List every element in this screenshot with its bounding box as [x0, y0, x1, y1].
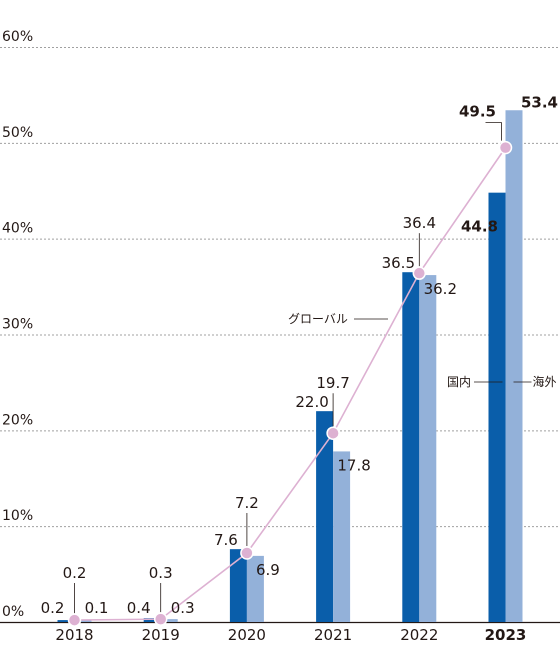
domestic-value-label: 44.8 [461, 218, 498, 236]
overseas-value-label: 53.4 [521, 93, 558, 111]
grid-lines [0, 47, 560, 624]
global-point [412, 266, 427, 280]
global-line [74, 147, 507, 621]
bar-domestic [488, 192, 506, 622]
y-tick-label: 60% [2, 29, 33, 45]
legend-global-label: グローバル [288, 312, 348, 326]
global-value-label: 0.3 [149, 564, 173, 582]
x-tick-label: 2022 [400, 626, 438, 644]
domestic-value-label: 36.5 [382, 254, 415, 272]
x-tick-label: 2020 [228, 626, 266, 644]
y-tick-label: 20% [2, 412, 33, 428]
y-tick-label: 10% [2, 508, 33, 524]
y-tick-label: 40% [2, 221, 33, 237]
overseas-value-label: 36.2 [424, 280, 457, 298]
y-tick-label: 50% [2, 125, 33, 141]
domestic-value-label: 0.4 [127, 599, 151, 617]
global-point [240, 546, 254, 560]
global-point [326, 426, 340, 440]
global-point [153, 612, 168, 626]
leader-line [485, 122, 502, 141]
overseas-value-label: 0.3 [171, 599, 195, 617]
global-series [67, 140, 513, 627]
overseas-value-label: 6.9 [256, 561, 280, 579]
global-value-label: 7.2 [235, 494, 259, 512]
x-tick-label: 2021 [314, 626, 352, 644]
y-tick-label: 30% [2, 317, 33, 333]
global-value-label: 0.2 [63, 564, 87, 582]
legend-domestic-label: 国内 [447, 375, 471, 389]
labels: 0% 10% 20% 30% 40% 50% 60% 2018 2019 2020 2021 2022… [2, 29, 558, 644]
leader-lines [74, 122, 532, 614]
bar-domestic [143, 618, 161, 622]
bar-overseas [160, 619, 178, 622]
global-value-label: 49.5 [459, 103, 496, 121]
bars [57, 110, 523, 622]
legend-overseas-label: 海外 [533, 374, 557, 389]
bar-overseas [246, 555, 264, 622]
global-point [498, 140, 513, 155]
global-value-label: 36.4 [403, 214, 436, 232]
bar-domestic [402, 272, 420, 622]
domestic-value-label: 0.2 [41, 599, 65, 617]
domestic-value-label: 22.0 [295, 393, 328, 411]
bar-overseas [505, 110, 523, 622]
x-tick-label: 2019 [142, 626, 180, 644]
overseas-value-label: 0.1 [85, 599, 109, 617]
x-tick-label: 2023 [485, 626, 527, 644]
global-value-label: 19.7 [316, 374, 349, 392]
bar-overseas [419, 275, 437, 622]
bar-overseas [333, 451, 351, 622]
domestic-value-label: 7.6 [214, 531, 238, 549]
bar-domestic [229, 549, 247, 622]
bar-domestic [316, 411, 334, 622]
bar-domestic [57, 620, 75, 622]
global-point [67, 613, 82, 627]
x-tick-label: 2018 [55, 626, 93, 644]
overseas-value-label: 17.8 [337, 456, 370, 474]
bar-overseas [74, 620, 92, 622]
y-tick-label: 0% [2, 604, 24, 620]
